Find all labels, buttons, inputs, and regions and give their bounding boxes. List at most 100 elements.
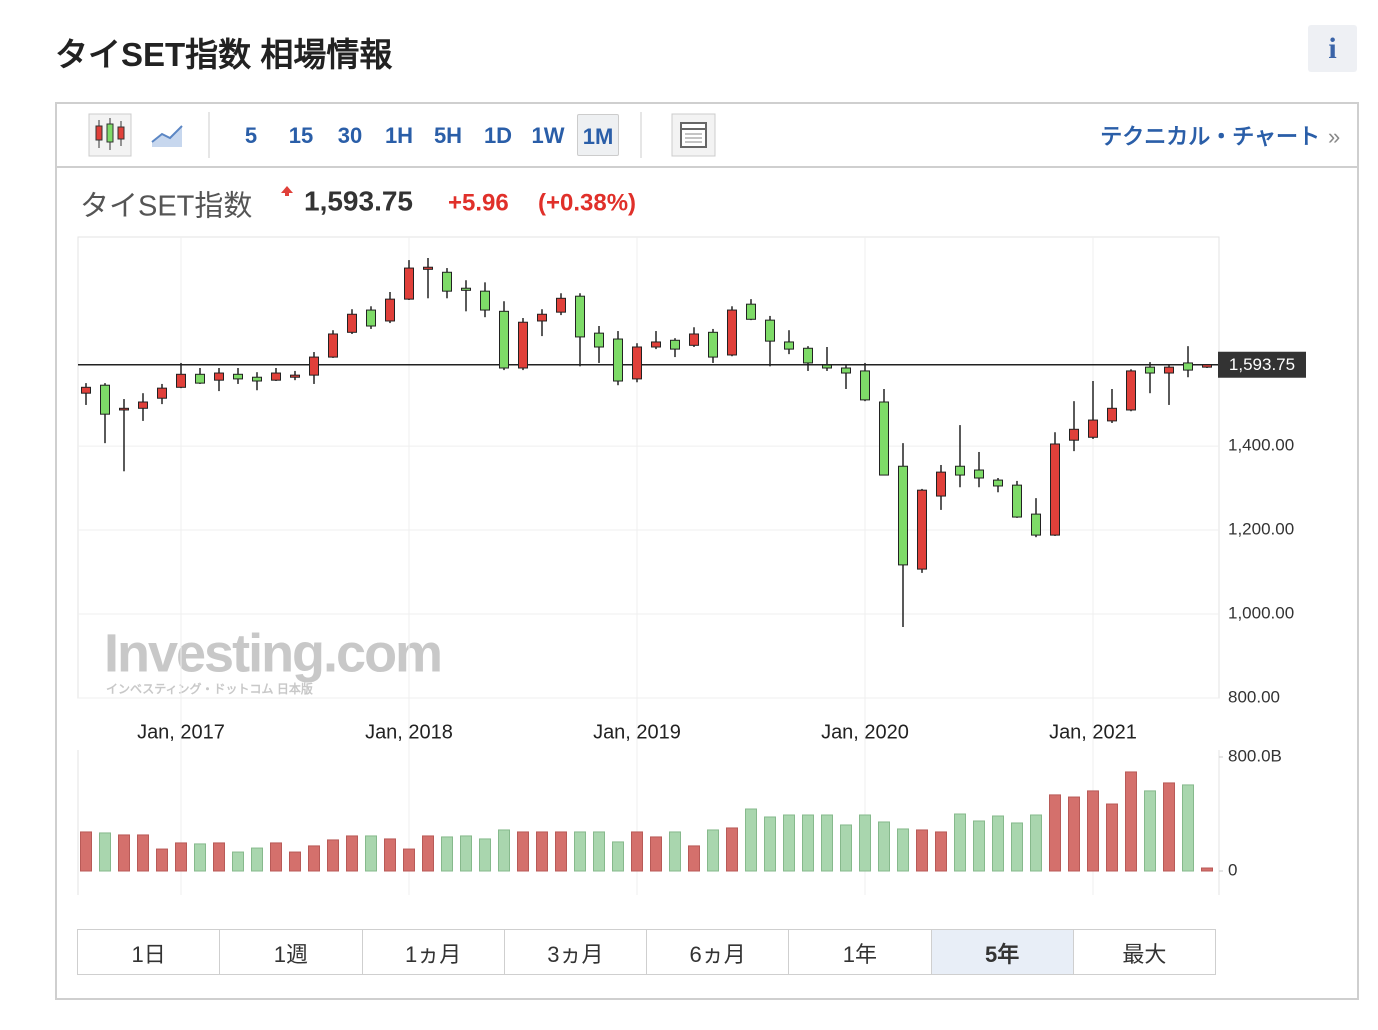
candle-body (252, 376, 262, 382)
volume-bar (1163, 782, 1175, 872)
candle-body (176, 373, 186, 388)
volume-bar (365, 835, 377, 872)
volume-bar (593, 831, 605, 872)
candle-body (765, 319, 775, 342)
volume-bar (479, 838, 491, 872)
y-tick-label: 800.0B (1228, 746, 1282, 765)
volume-bar (707, 829, 719, 872)
candle-body (385, 298, 395, 322)
volume-bar (1106, 803, 1118, 872)
range-button[interactable]: 1ヵ月 (361, 929, 505, 975)
interval-button[interactable]: 1H (384, 123, 414, 148)
volume-bar (99, 832, 111, 872)
candle-icon[interactable] (88, 113, 132, 157)
candle-body (423, 266, 433, 270)
interval-button[interactable]: 1D (483, 123, 513, 148)
last-price-tag (1218, 351, 1306, 378)
candle-body (556, 297, 566, 313)
interval-button[interactable]: 5 (244, 123, 258, 148)
range-button[interactable]: 3ヵ月 (503, 929, 647, 975)
volume-bar (80, 831, 92, 872)
interval-button[interactable]: 30 (337, 123, 363, 148)
candle-body (518, 321, 528, 369)
x-tick-label: Jan, 2019 (593, 721, 681, 743)
volume-bar (1011, 822, 1023, 872)
candle-body (708, 331, 718, 358)
candle-body (499, 310, 509, 369)
watermark-logo: Investing.com (104, 623, 441, 683)
candle-body (309, 356, 319, 376)
volume-bar (327, 839, 339, 872)
quote-name: タイSET指数 (80, 190, 252, 223)
range-button[interactable]: 1年 (788, 929, 932, 975)
volume-bar (1144, 790, 1156, 872)
candle-body (898, 465, 908, 566)
candle-body (651, 341, 661, 348)
interval-button[interactable]: 1M (577, 114, 619, 156)
interval-button[interactable]: 15 (288, 123, 314, 148)
last-price: 1,593.75 (304, 185, 413, 216)
range-button[interactable]: 1日 (77, 929, 221, 975)
volume-bar (422, 835, 434, 872)
volume-bar (1049, 794, 1061, 872)
candle-body (119, 407, 129, 411)
candle-body (1107, 407, 1117, 422)
candle-body (727, 309, 737, 356)
range-button[interactable]: 1週 (219, 929, 363, 975)
candle-body (1126, 370, 1136, 411)
layout-icon[interactable] (671, 113, 716, 157)
up-arrow (281, 186, 293, 193)
info-button[interactable]: i (1308, 25, 1357, 72)
candle-body (233, 373, 243, 380)
volume-bar (498, 829, 510, 872)
candle-body (81, 386, 91, 394)
candle-body (860, 370, 870, 401)
range-button[interactable]: 5年 (930, 929, 1074, 975)
candle-body (936, 471, 946, 497)
candle-body (1145, 366, 1155, 374)
candle-body (100, 384, 110, 415)
candle-body (841, 367, 851, 374)
volume-bar (1201, 867, 1213, 872)
volume-bar (536, 831, 548, 872)
candle-body (803, 347, 813, 364)
technical-chart-link[interactable]: テクニカル・チャート (1100, 124, 1320, 149)
candle-body (822, 364, 832, 369)
volume-bar (1087, 790, 1099, 872)
volume-bar (137, 834, 149, 872)
change-pct: (+0.38%) (538, 189, 636, 216)
interval-button[interactable]: 5H (433, 123, 463, 148)
volume-bar (688, 845, 700, 872)
y-tick-label: 1,200.00 (1228, 520, 1294, 539)
candle-body (157, 387, 167, 399)
last-price-tag-label: 1,593.75 (1229, 355, 1295, 374)
candle-body (1050, 443, 1060, 536)
candle-body (594, 332, 604, 348)
page-title: タイSET指数 相場情報 (55, 36, 393, 73)
volume-bar (251, 847, 263, 872)
volume-bar (631, 831, 643, 872)
link-arrow[interactable]: » (1328, 124, 1340, 149)
volume-bar (954, 813, 966, 872)
candle-body (537, 313, 547, 322)
candle-body (271, 372, 281, 381)
range-button[interactable]: 6ヵ月 (646, 929, 790, 975)
volume-bar (935, 831, 947, 872)
volume-bar (441, 836, 453, 872)
volume-bar (1182, 784, 1194, 872)
volume-bar (650, 836, 662, 872)
interval-button[interactable]: 1W (531, 123, 565, 148)
range-button[interactable]: 最大 (1072, 929, 1216, 975)
line-icon[interactable] (151, 125, 183, 147)
volume-bar (346, 835, 358, 872)
candle-body (993, 479, 1003, 487)
volume-bar (270, 842, 282, 872)
candle-body (328, 333, 338, 358)
volume-bar (175, 842, 187, 872)
volume-bar (1068, 796, 1080, 872)
candle-body (404, 267, 414, 300)
candle-body (575, 295, 585, 338)
candle-body (138, 401, 148, 409)
volume-bar (745, 808, 757, 872)
candle-body (195, 373, 205, 384)
